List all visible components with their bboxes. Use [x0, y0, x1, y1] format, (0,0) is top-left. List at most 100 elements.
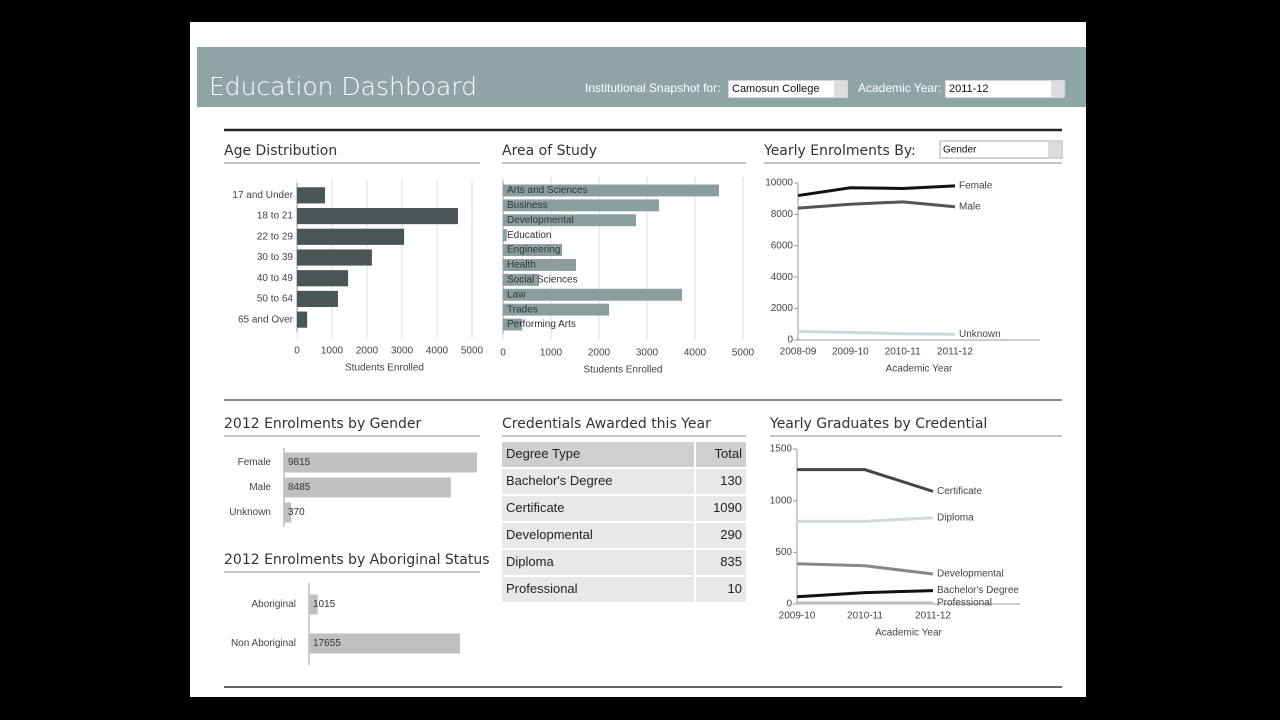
category-label: Social Sciences: [507, 274, 578, 285]
category-label: Non Aboriginal: [231, 638, 296, 649]
category-label: Developmental: [507, 215, 574, 226]
institution-value: Camosun College: [732, 83, 819, 95]
series-label: Diploma: [937, 512, 974, 523]
table-row-cell: [696, 550, 746, 575]
series-label: Male: [959, 201, 981, 212]
y-tick-label: 2000: [771, 303, 794, 314]
bar: [284, 477, 451, 498]
y-tick-label: 6000: [771, 240, 794, 251]
series-label: Developmental: [937, 569, 1004, 580]
category-label: Aboriginal: [252, 599, 296, 610]
select-arrow: [834, 81, 847, 97]
panel-title: Age Distribution: [224, 143, 337, 159]
x-tick-label: 5000: [732, 348, 755, 359]
category-label: Arts and Sciences: [507, 185, 588, 196]
y-tick-label: 500: [775, 547, 792, 558]
series-line: [797, 516, 934, 523]
table-row-cell: [696, 523, 746, 548]
x-tick-label: 4000: [684, 348, 707, 359]
table-row-text: 130: [720, 473, 742, 488]
y-tick-label: 1500: [770, 444, 793, 455]
table-row-text: 10: [728, 581, 742, 596]
table-row-cell: [502, 577, 694, 602]
table-header-cell: [696, 442, 746, 467]
bar: [503, 258, 576, 271]
category-label: Female: [238, 457, 272, 468]
bar: [503, 214, 636, 227]
x-tick-label: 2000: [588, 348, 611, 359]
bar: [503, 199, 659, 212]
category-label: 65 and Over: [238, 314, 294, 325]
table-row-cell: [696, 469, 746, 494]
select-arrow: [1048, 142, 1061, 157]
bar: [503, 303, 610, 316]
institution-select[interactable]: [727, 79, 849, 99]
table-title: Credentials Awarded this Year: [502, 416, 711, 432]
category-label: 40 to 49: [257, 273, 294, 284]
series-label: Female: [959, 181, 993, 192]
x-tick-label: 2009-10: [832, 347, 869, 358]
table-row-text: Developmental: [506, 527, 593, 542]
table-row-text: Diploma: [506, 554, 554, 569]
bar: [297, 290, 338, 308]
table-row-cell: [696, 496, 746, 521]
bar: [503, 184, 719, 197]
x-axis-label: Academic Year: [886, 364, 953, 375]
x-tick-label: 2000: [356, 346, 379, 357]
bar: [297, 187, 325, 204]
table-row-text: 835: [720, 554, 742, 569]
x-tick-label: 2009-10: [779, 611, 816, 622]
bar: [297, 311, 308, 328]
series-select-value: Gender: [943, 145, 977, 156]
bar: [503, 244, 563, 257]
category-label: Male: [249, 482, 271, 493]
bar: [503, 229, 507, 242]
header-bar: [197, 47, 1086, 107]
table-row-text: 290: [720, 527, 742, 542]
category-label: Unknown: [229, 507, 271, 518]
x-tick-label: 1000: [540, 348, 563, 359]
category-label: 18 to 21: [257, 211, 294, 222]
table-row-text: Certificate: [506, 500, 565, 515]
category-label: Health: [507, 260, 536, 271]
series-line: [796, 562, 934, 576]
panel-title: 2012 Enrolments by Aboriginal Status: [224, 552, 490, 568]
series-line: [796, 589, 934, 599]
x-tick-label: 3000: [636, 348, 659, 359]
bar: [284, 502, 292, 523]
series-select[interactable]: [939, 140, 1063, 159]
bar: [297, 207, 458, 225]
table-row-cell: [502, 469, 694, 494]
series-line: [797, 329, 956, 336]
x-tick-label: 2010-11: [847, 611, 883, 622]
snapshot-label: Institutional Snapshot for:: [585, 81, 720, 95]
x-tick-label: 2010-11: [885, 347, 921, 358]
series-label: Unknown: [959, 329, 1001, 340]
series-line: [797, 468, 934, 493]
y-tick-label: 1000: [770, 495, 793, 506]
value-label: 17655: [313, 638, 341, 649]
category-label: 22 to 29: [257, 231, 294, 242]
x-tick-label: 2011-12: [937, 347, 973, 358]
series-line: [797, 184, 956, 198]
bar: [297, 270, 349, 287]
value-label: 370: [288, 507, 305, 518]
year-select[interactable]: [944, 79, 1066, 99]
bar: [503, 288, 683, 301]
table-row-text: Bachelor's Degree: [506, 473, 613, 488]
bar: [503, 318, 523, 331]
category-label: Performing Arts: [507, 319, 576, 330]
select-arrow: [1051, 81, 1064, 97]
y-tick-label: 0: [787, 335, 793, 346]
panel-title: Yearly Graduates by Credential: [769, 416, 987, 432]
series-label: Bachelor's Degree: [937, 585, 1019, 596]
table-row-cell: [502, 496, 694, 521]
bar: [309, 633, 460, 654]
category-label: Law: [507, 289, 526, 300]
series-label: Professional: [937, 598, 992, 609]
bar: [297, 249, 372, 266]
table-header-cell: [502, 442, 694, 467]
category-label: Trades: [507, 304, 538, 315]
x-tick-label: 0: [500, 348, 506, 359]
